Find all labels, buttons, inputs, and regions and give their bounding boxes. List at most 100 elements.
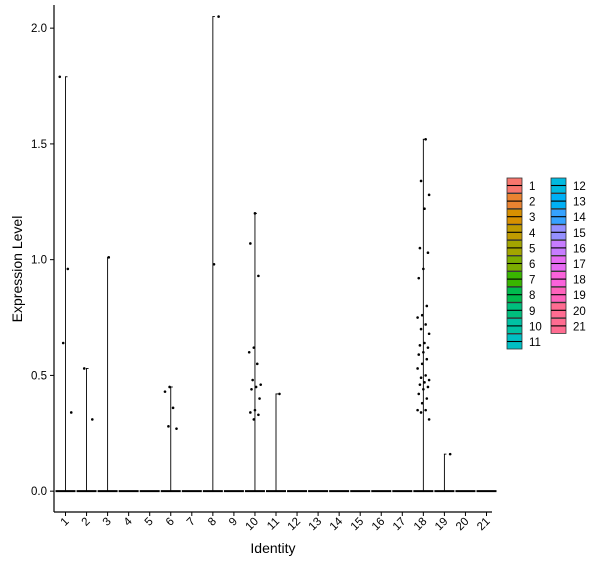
y-tick-label-2: 1.0 xyxy=(31,255,47,267)
data-point-18-12 xyxy=(419,327,423,331)
data-point-18-30 xyxy=(425,397,429,400)
data-point-18-32 xyxy=(416,408,419,412)
data-point-1-0 xyxy=(58,75,62,79)
legend-label-3: 3 xyxy=(529,212,535,224)
x-tick-label-18: 18 xyxy=(412,516,430,534)
data-point-10-7 xyxy=(259,383,263,386)
violins-layer xyxy=(55,16,497,493)
legend-label-11: 11 xyxy=(529,337,541,349)
x-tick-label-10: 10 xyxy=(244,516,262,534)
data-point-18-2 xyxy=(427,193,431,197)
x-tick-label-17: 17 xyxy=(391,516,409,534)
data-point-6-1 xyxy=(163,390,167,393)
data-point-2-0 xyxy=(82,367,86,370)
data-point-18-6 xyxy=(422,267,425,271)
data-point-10-1 xyxy=(249,242,252,245)
x-tick-label-9: 9 xyxy=(227,516,240,529)
data-point-18-23 xyxy=(419,376,423,380)
x-tick-label-15: 15 xyxy=(349,516,367,534)
x-tick-label-3: 3 xyxy=(101,516,114,529)
data-point-18-8 xyxy=(425,304,429,308)
data-point-10-8 xyxy=(254,385,258,389)
data-point-18-14 xyxy=(423,341,426,345)
data-point-18-10 xyxy=(416,316,419,319)
y-axis-label: Expression Level xyxy=(9,216,25,323)
data-point-18-1 xyxy=(419,179,423,183)
data-point-1-2 xyxy=(61,341,65,345)
data-point-6-2 xyxy=(171,406,175,410)
data-point-18-18 xyxy=(417,353,421,356)
legend-label-7: 7 xyxy=(529,275,535,287)
data-point-18-3 xyxy=(423,207,426,211)
x-tick-label-21: 21 xyxy=(475,516,493,534)
x-tick-label-13: 13 xyxy=(307,516,325,534)
data-point-18-27 xyxy=(426,385,430,389)
data-point-1-3 xyxy=(69,411,73,414)
legend-label-14: 14 xyxy=(573,212,586,224)
x-tick-label-19: 19 xyxy=(433,516,451,534)
data-point-19-0 xyxy=(448,452,452,456)
x-tick-label-14: 14 xyxy=(328,515,346,533)
legend-label-2: 2 xyxy=(529,197,535,209)
data-point-18-21 xyxy=(416,367,419,370)
legend-label-19: 19 xyxy=(573,290,586,302)
legend-label-12: 12 xyxy=(573,181,586,193)
x-tick-label-16: 16 xyxy=(370,516,388,534)
data-point-10-6 xyxy=(251,378,254,382)
x-tick-label-5: 5 xyxy=(143,516,156,529)
legend-label-6: 6 xyxy=(529,259,535,271)
x-tick-label-6: 6 xyxy=(164,516,177,529)
legend-label-5: 5 xyxy=(529,243,535,255)
legend-label-4: 4 xyxy=(529,228,536,240)
data-point-18-13 xyxy=(427,332,431,336)
legend-label-18: 18 xyxy=(573,275,586,287)
data-point-18-7 xyxy=(417,276,421,280)
data-point-6-0 xyxy=(168,385,171,389)
legend-label-10: 10 xyxy=(529,321,542,333)
data-point-18-9 xyxy=(420,313,424,317)
x-tick-label-20: 20 xyxy=(454,516,472,534)
data-point-10-3 xyxy=(252,346,256,349)
x-tick-label-4: 4 xyxy=(122,515,135,528)
data-point-10-10 xyxy=(258,397,261,400)
data-point-8-0 xyxy=(217,15,220,18)
data-point-18-15 xyxy=(418,344,422,347)
data-point-18-11 xyxy=(424,323,427,326)
x-tick-label-7: 7 xyxy=(185,516,198,529)
data-point-3-0 xyxy=(107,256,111,259)
y-tick-label-0: 0.0 xyxy=(31,486,47,498)
data-point-18-24 xyxy=(427,378,431,382)
data-point-10-9 xyxy=(250,388,253,391)
legend-label-17: 17 xyxy=(573,259,586,271)
data-point-10-11 xyxy=(253,408,257,412)
data-point-18-25 xyxy=(423,381,426,384)
x-tick-label-11: 11 xyxy=(265,516,282,533)
data-point-2-1 xyxy=(91,418,94,421)
data-point-8-1 xyxy=(212,262,216,266)
data-point-18-29 xyxy=(417,392,421,396)
data-point-10-14 xyxy=(252,418,256,421)
data-point-18-4 xyxy=(418,246,422,250)
legend-label-8: 8 xyxy=(529,290,535,302)
x-tick-label-8: 8 xyxy=(206,516,219,529)
data-point-18-20 xyxy=(420,362,424,366)
data-point-10-4 xyxy=(247,350,251,354)
legend-label-15: 15 xyxy=(573,228,586,240)
data-point-18-19 xyxy=(425,357,429,361)
y-tick-label-1: 0.5 xyxy=(31,370,47,382)
legend-label-1: 1 xyxy=(529,181,535,193)
data-point-10-0 xyxy=(253,212,257,215)
legend-label-13: 13 xyxy=(573,197,586,209)
data-point-6-4 xyxy=(175,427,178,430)
data-point-18-16 xyxy=(426,346,430,349)
y-tick-label-4: 2.0 xyxy=(31,23,47,35)
data-point-18-17 xyxy=(422,350,425,354)
data-point-10-2 xyxy=(257,274,260,278)
x-axis-label: Identity xyxy=(250,540,295,556)
y-tick-label-3: 1.5 xyxy=(31,139,47,151)
x-tick-label-2: 2 xyxy=(80,516,93,529)
points-layer xyxy=(58,15,452,456)
data-point-10-12 xyxy=(249,411,252,414)
